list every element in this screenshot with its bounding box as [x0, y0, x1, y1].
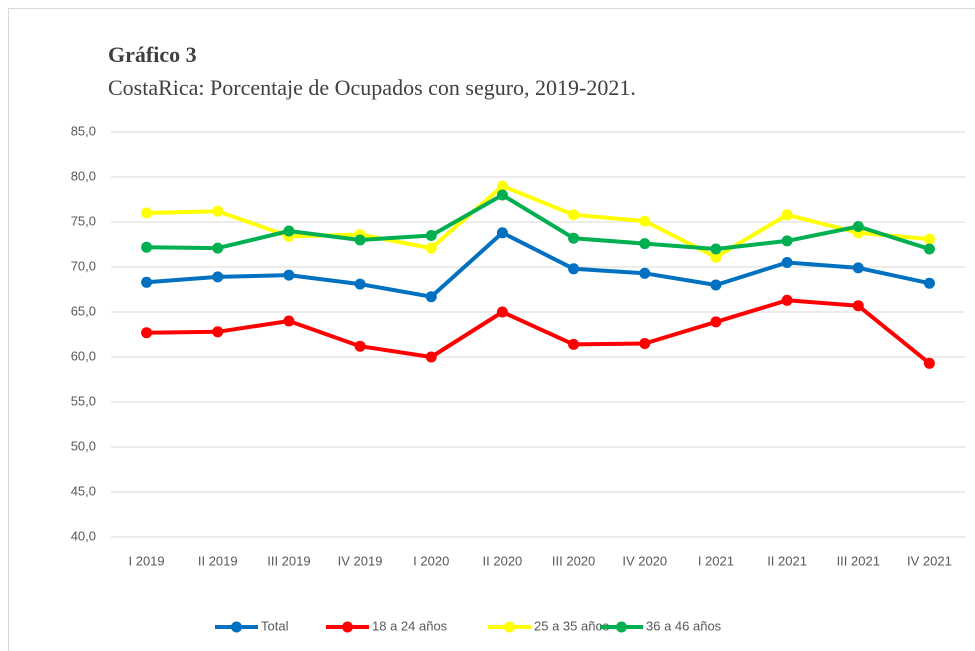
x-tick-label: II 2019: [198, 553, 238, 568]
x-tick-label: III 2021: [837, 553, 880, 568]
series-point: [141, 207, 153, 219]
series-point: [852, 300, 864, 312]
series-point: [425, 291, 437, 303]
series-point: [781, 235, 793, 247]
series-point: [425, 230, 437, 241]
series-point: [141, 276, 153, 288]
series-point: [639, 338, 651, 349]
legend-marker: [342, 621, 353, 633]
legend-label: 18 a 24 años: [372, 618, 448, 633]
series-point: [141, 327, 153, 339]
series-point: [425, 351, 437, 363]
y-tick-label: 85,0: [71, 123, 96, 138]
series-point: [923, 233, 935, 245]
x-tick-label: I 2020: [413, 553, 449, 568]
series-point: [710, 251, 722, 263]
series-point: [496, 306, 508, 318]
series-point: [923, 243, 935, 255]
legend-marker: [616, 621, 627, 633]
x-tick-label: III 2020: [552, 553, 595, 568]
series-point: [212, 205, 224, 217]
y-tick-label: 45,0: [71, 483, 96, 498]
series-point: [141, 241, 153, 253]
series-point: [354, 278, 366, 290]
series-point: [568, 232, 580, 244]
legend-label: Total: [261, 618, 289, 633]
series-point: [496, 189, 508, 201]
series-point: [781, 294, 793, 306]
x-tick-label: IV 2019: [338, 553, 383, 568]
x-tick-label: I 2021: [698, 553, 734, 568]
legend-label: 25 a 35 años: [534, 618, 610, 633]
series-point: [781, 209, 793, 221]
series-point: [354, 234, 366, 246]
series-point: [283, 269, 295, 281]
y-tick-label: 60,0: [71, 348, 96, 363]
y-tick-label: 50,0: [71, 438, 96, 453]
series-point: [354, 340, 366, 352]
series-point: [710, 316, 722, 328]
series-point: [283, 225, 295, 237]
x-tick-label: III 2019: [267, 553, 310, 568]
series-point: [923, 277, 935, 289]
series-point: [496, 227, 508, 239]
series-point: [781, 257, 793, 268]
series-point: [710, 279, 722, 291]
series-point: [425, 242, 437, 254]
series-point: [212, 242, 224, 254]
legend-marker: [504, 621, 515, 633]
series-point: [568, 263, 580, 275]
y-tick-label: 65,0: [71, 303, 96, 318]
series-point: [212, 326, 224, 338]
legend-marker: [231, 621, 242, 633]
chart-border: [8, 8, 975, 651]
y-tick-label: 55,0: [71, 393, 96, 408]
series-point: [212, 271, 224, 283]
series-point: [639, 267, 651, 279]
y-tick-label: 40,0: [71, 528, 96, 543]
series-point: [283, 315, 295, 327]
series-point: [852, 221, 864, 232]
series-point: [568, 209, 580, 221]
series-line: [146, 298, 931, 365]
y-tick-label: 75,0: [71, 213, 96, 228]
y-tick-label: 70,0: [71, 258, 96, 273]
chart-subtitle: CostaRica: Porcentaje de Ocupados con se…: [108, 75, 636, 100]
x-tick-label: IV 2020: [622, 553, 667, 568]
x-tick-label: I 2019: [129, 553, 165, 568]
x-tick-label: II 2020: [483, 553, 523, 568]
series-line: [146, 193, 931, 251]
series-line: [146, 230, 930, 299]
y-tick-label: 80,0: [71, 168, 96, 183]
series-point: [639, 215, 651, 227]
series-point: [496, 180, 508, 192]
series-point: [852, 262, 864, 274]
chart-title: Gráfico 3: [108, 42, 197, 67]
legend-label: 36 a 46 años: [646, 618, 722, 633]
series-point: [568, 338, 580, 350]
x-tick-label: II 2021: [767, 553, 807, 568]
series-point: [710, 243, 722, 255]
series-point: [639, 238, 651, 250]
x-tick-label: IV 2021: [907, 553, 952, 568]
series-point: [923, 357, 935, 369]
